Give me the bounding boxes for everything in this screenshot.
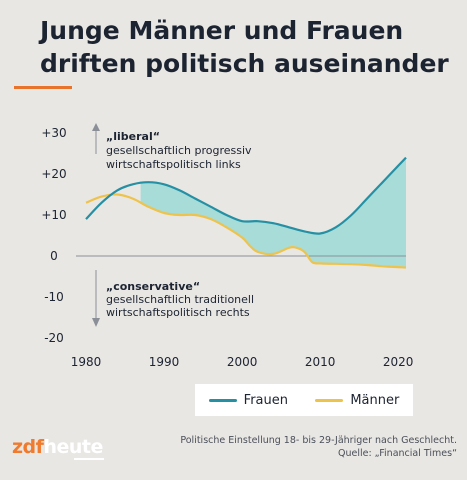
x-axis-tick-labels: 1980 1990 2000 2010 2020 <box>71 355 414 369</box>
line-chart: +30 +20 +10 0 -10 -20 1980 1990 2000 2010 2020 „l… <box>41 123 414 369</box>
liberal-label: „liberal“ <box>106 130 160 143</box>
conservative-label: „conservative“ <box>106 280 200 293</box>
legend-swatch-men <box>315 398 344 402</box>
legend-swatch-women <box>208 398 237 402</box>
zdfheute-logo: zdfheute <box>12 436 103 458</box>
y-tick-label: +10 <box>41 208 66 222</box>
legend-item-women: Frauen <box>208 392 288 408</box>
y-tick-label: -10 <box>44 290 64 304</box>
y-tick-label: +20 <box>41 167 66 181</box>
series-line-women <box>85 156 407 235</box>
y-tick-label: 0 <box>50 249 58 263</box>
liberal-arrowhead <box>92 123 100 131</box>
legend: Frauen Männer <box>195 384 413 416</box>
legend-label-women: Frauen <box>243 392 288 408</box>
liberal-desc-2: wirtschaftspolitisch links <box>106 158 241 171</box>
liberal-desc-1: gesellschaftlich progressiv <box>106 144 252 157</box>
conservative-arrowhead <box>92 318 100 327</box>
x-tick-label: 2020 <box>383 355 414 369</box>
source-text: Quelle: „Financial Times“ <box>337 448 457 459</box>
x-tick-label: 2010 <box>305 355 336 369</box>
logo-underline <box>74 458 104 460</box>
series-line-men <box>85 193 407 269</box>
y-axis-tick-labels: +30 +20 +10 0 -10 -20 <box>41 126 66 345</box>
caption-text: Politische Einstellung 18- bis 29-Jährig… <box>180 435 457 446</box>
x-tick-label: 2000 <box>227 355 258 369</box>
chart-title: Junge Männer und Frauen driften politisc… <box>40 16 449 78</box>
legend-item-men: Männer <box>315 393 399 408</box>
y-tick-label: +30 <box>41 126 66 140</box>
y-tick-label: -20 <box>44 331 64 345</box>
legend-label-men: Männer <box>350 392 400 408</box>
x-tick-label: 1980 <box>71 355 102 369</box>
conservative-desc-1: gesellschaftlich traditionell <box>106 293 254 306</box>
conservative-desc-2: wirtschaftspolitisch rechts <box>106 306 250 319</box>
footer-caption: Politische Einstellung 18- bis 29-Jährig… <box>180 434 457 460</box>
title-accent-rule <box>14 86 72 89</box>
footer-area <box>0 430 467 480</box>
gap-area-fill <box>140 157 406 268</box>
x-tick-label: 1990 <box>149 355 180 369</box>
